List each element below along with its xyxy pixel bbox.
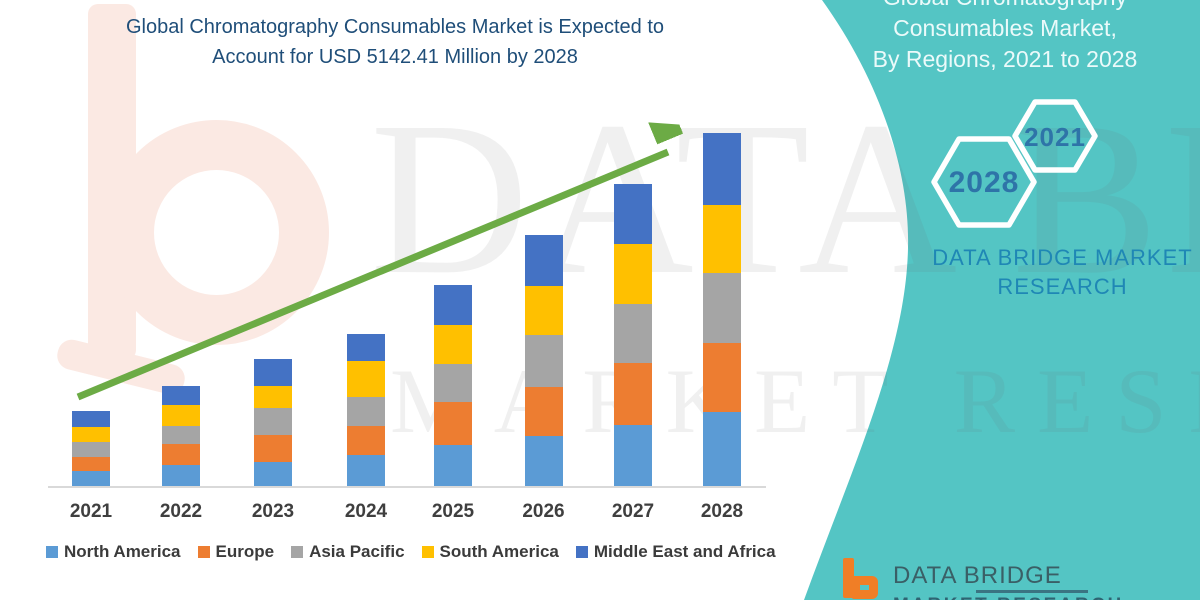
bar-segment-2028-south-america	[703, 205, 741, 274]
panel-heading-line2: Consumables Market,	[893, 15, 1117, 41]
bar-segment-2022-asia-pacific	[162, 426, 200, 444]
bar-2027	[614, 184, 652, 486]
legend-item-europe: Europe	[197, 542, 275, 562]
legend-item-south-america: South America	[421, 542, 559, 562]
bar-segment-2023-middle-east-and-africa	[254, 359, 292, 387]
bar-segment-2022-north-america	[162, 465, 200, 486]
bar-segment-2021-asia-pacific	[72, 441, 110, 457]
bar-segment-2021-middle-east-and-africa	[72, 410, 110, 427]
legend-swatch-icon	[197, 546, 210, 558]
bar-segment-2026-asia-pacific	[524, 335, 563, 388]
legend-item-north-america: North America	[46, 542, 181, 562]
bar-segment-2024-south-america	[347, 361, 385, 398]
panel-heading-line3: By Regions, 2021 to 2028	[872, 46, 1138, 72]
bar-segment-2026-south-america	[524, 286, 563, 335]
bar-segment-2025-north-america	[434, 445, 472, 486]
bar-segment-2028-europe	[703, 343, 741, 413]
bar-2028	[703, 133, 741, 486]
watermark-text-market-research: MARKET RESEARCH	[390, 350, 1200, 452]
bar-segment-2026-middle-east-and-africa	[524, 235, 563, 286]
bar-segment-2028-asia-pacific	[703, 273, 741, 344]
legend-label: South America	[439, 542, 559, 561]
bar-2021	[72, 410, 110, 486]
bar-2022	[162, 386, 200, 486]
bar-segment-2027-europe	[614, 363, 652, 425]
x-axis-label-2027: 2027	[611, 501, 655, 522]
legend-swatch-icon	[291, 546, 304, 558]
legend-label: North America	[64, 542, 181, 561]
bar-segment-2022-south-america	[162, 405, 200, 427]
bar-segment-2024-asia-pacific	[347, 397, 385, 427]
x-axis-label-2025: 2025	[431, 501, 475, 522]
bar-segment-2021-north-america	[72, 470, 110, 486]
bar-2026	[524, 235, 563, 486]
hexagon-2021-label: 2021	[1024, 122, 1086, 152]
bar-segment-2024-middle-east-and-africa	[347, 334, 385, 362]
bar-2023	[254, 359, 292, 486]
x-axis-label-2024: 2024	[344, 501, 388, 522]
bar-segment-2021-europe	[72, 456, 110, 471]
bar-segment-2025-europe	[434, 402, 472, 446]
bar-segment-2026-europe	[524, 387, 563, 437]
chart-legend: North America Europe Asia Pacific South Ame…	[46, 542, 826, 562]
chart-title: Global Chromatography Consumables Market…	[30, 12, 760, 72]
bar-segment-2027-south-america	[614, 243, 652, 304]
bar-segment-2023-europe	[254, 435, 292, 462]
bar-segment-2024-europe	[347, 426, 385, 455]
legend-label: Europe	[215, 542, 275, 561]
hexagon-2028-label: 2028	[948, 166, 1020, 199]
logo-underline	[976, 590, 1088, 593]
bar-segment-2028-north-america	[703, 412, 741, 486]
brand-name: DATA BRIDGE MARKET RESEARCH	[930, 243, 1195, 301]
bar-segment-2025-south-america	[434, 325, 472, 365]
bar-segment-2026-north-america	[524, 436, 563, 486]
bar-segment-2028-middle-east-and-africa	[703, 133, 741, 205]
panel-heading: Global Chromatography Consumables Market…	[845, 0, 1165, 75]
logo-subtext: MARKET RESEARCH	[893, 595, 1124, 600]
x-axis-label-2026: 2026	[522, 501, 565, 522]
bar-2024	[347, 334, 385, 486]
legend-swatch-icon	[421, 546, 434, 558]
x-axis-label-2022: 2022	[159, 501, 203, 522]
x-axis-line	[48, 486, 766, 488]
brand-line1: DATA BRIDGE MARKET	[932, 245, 1193, 270]
brand-line2: RESEARCH	[997, 274, 1128, 299]
x-axis-label-2023: 2023	[251, 501, 295, 522]
x-axis-label-2028: 2028	[700, 501, 744, 522]
chart-title-line1: Global Chromatography Consumables Market…	[125, 16, 665, 38]
bar-segment-2023-north-america	[254, 461, 292, 486]
hexagon-2021	[1012, 99, 1098, 173]
bar-segment-2021-south-america	[72, 426, 110, 442]
legend-label: Middle East and Africa	[593, 542, 776, 561]
legend-item-asia-pacific: Asia Pacific	[291, 542, 405, 562]
bar-segment-2022-middle-east-and-africa	[162, 386, 200, 406]
hexagon-outlines	[931, 99, 1098, 228]
logo-text: DATA BRIDGE	[893, 562, 1062, 589]
chart-title-line2: Account for USD 5142.41 Million by 2028	[212, 46, 578, 68]
legend-swatch-icon	[46, 546, 58, 558]
panel-heading-clipped-line: Global Chromatography	[845, 0, 1165, 13]
bar-segment-2025-asia-pacific	[434, 364, 472, 403]
logo-b-bowl	[851, 576, 878, 599]
bar-2025	[434, 285, 472, 486]
bar-segment-2024-north-america	[347, 454, 385, 486]
bar-segment-2027-north-america	[614, 424, 652, 486]
logo-b-bar	[843, 558, 854, 598]
bar-segment-2023-asia-pacific	[254, 408, 292, 436]
databridge-logo: DATA BRIDGE MARKET RESEARCH	[834, 554, 1121, 600]
x-axis-label-2021: 2021	[69, 501, 113, 522]
hexagon-2028	[931, 136, 1037, 228]
bar-segment-2025-middle-east-and-africa	[434, 285, 472, 326]
bar-segment-2023-south-america	[254, 386, 292, 409]
bar-segment-2022-europe	[162, 444, 200, 465]
legend-item-middle-east-and-africa: Middle East and Africa	[575, 542, 776, 562]
legend-label: Asia Pacific	[309, 542, 405, 561]
bar-segment-2027-asia-pacific	[614, 303, 652, 363]
bar-segment-2027-middle-east-and-africa	[614, 184, 652, 244]
legend-swatch-icon	[575, 546, 588, 558]
